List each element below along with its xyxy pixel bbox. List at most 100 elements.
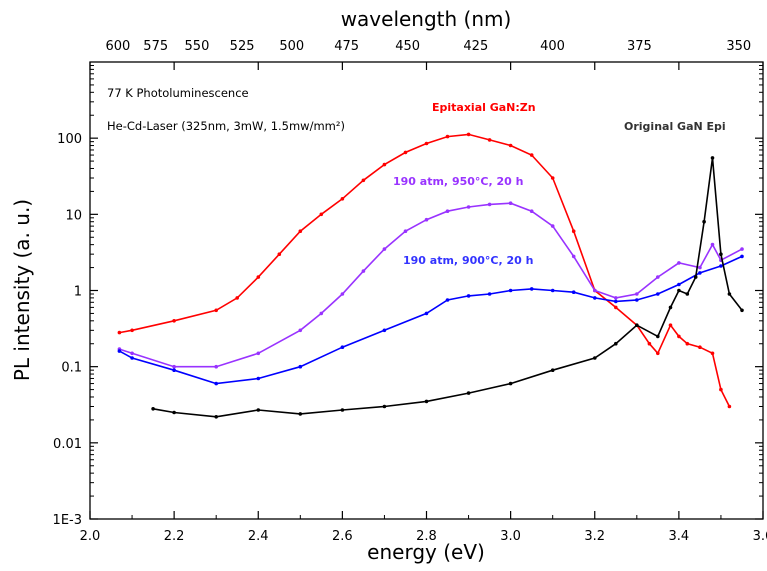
data-point: [466, 391, 471, 395]
data-point: [214, 308, 218, 313]
data-point: [719, 252, 723, 256]
data-point: [614, 299, 618, 304]
data-point: [298, 412, 303, 416]
data-point: [656, 292, 660, 296]
data-point: [719, 264, 723, 268]
data-point: [361, 269, 366, 273]
data-point: [130, 328, 134, 333]
data-point: [593, 356, 597, 360]
data-point: [677, 288, 681, 293]
series-label-original-gan-epi: Original GaN Epi: [624, 120, 726, 133]
x2-tick-label: 500: [279, 39, 304, 54]
data-point: [130, 356, 134, 360]
x2-axis-title: wavelength (nm): [341, 7, 512, 31]
data-point: [529, 209, 534, 213]
data-point: [740, 254, 744, 259]
data-point: [550, 368, 555, 373]
data-point: [677, 261, 681, 265]
data-point: [382, 404, 387, 409]
x2-tick-label: 350: [726, 39, 751, 54]
data-point: [571, 254, 576, 259]
data-point: [298, 364, 303, 369]
data-point: [382, 247, 387, 251]
x2-tick-label: 475: [334, 39, 359, 54]
x-tick-label: 2.6: [332, 529, 353, 544]
data-point: [214, 415, 218, 419]
data-point: [487, 202, 492, 207]
data-point: [550, 288, 555, 293]
data-point: [340, 408, 345, 412]
data-point: [635, 298, 639, 302]
data-point: [298, 328, 303, 333]
x2-tick-label: 575: [143, 39, 168, 54]
x-tick-label: 2.8: [416, 529, 437, 544]
x2-tick-label: 375: [627, 39, 652, 54]
annotation-laser: He-Cd-Laser (325nm, 3mW, 1.5mw/mm²): [107, 119, 345, 133]
data-point: [382, 162, 387, 167]
x-tick-label: 3.6: [753, 529, 767, 544]
data-point: [256, 351, 261, 356]
series-line: [119, 202, 743, 368]
x2-tick-label: 525: [230, 39, 255, 54]
y-tick-label: 10: [65, 208, 82, 223]
series-line: [152, 157, 743, 418]
data-point: [466, 294, 471, 298]
data-point: [130, 351, 134, 356]
data-point: [614, 305, 618, 310]
data-point: [550, 224, 555, 228]
data-point: [656, 351, 660, 356]
data-point: [487, 138, 492, 142]
data-point: [614, 341, 618, 346]
data-point: [172, 319, 176, 323]
y-tick-label: 100: [57, 132, 82, 147]
y-tick-label: 1E-3: [53, 513, 82, 528]
data-point: [487, 292, 492, 296]
data-point: [277, 252, 282, 256]
data-point: [685, 341, 690, 346]
data-point: [424, 141, 429, 146]
data-point: [508, 381, 513, 386]
data-point: [677, 334, 681, 339]
data-point: [214, 381, 218, 386]
data-point: [256, 376, 261, 381]
data-point: [571, 229, 576, 233]
data-point: [117, 349, 122, 353]
y-tick-label: 1: [74, 285, 82, 300]
data-point: [172, 410, 176, 415]
data-point: [151, 407, 155, 411]
data-point: [550, 176, 555, 180]
series-2: [117, 254, 744, 386]
x2-tick-label: 400: [540, 39, 565, 54]
series-label-900c: 190 atm, 900°C, 20 h: [403, 254, 533, 267]
data-point: [656, 334, 660, 339]
data-point: [740, 247, 744, 251]
data-point: [635, 292, 639, 296]
series-1: [117, 201, 744, 369]
series-label-epitaxial-gan-zn: Epitaxial GaN:Zn: [432, 101, 536, 114]
x-tick-label: 3.2: [584, 529, 605, 544]
data-point: [508, 143, 513, 148]
data-point: [403, 229, 408, 233]
data-point: [571, 290, 576, 295]
x2-tick-label: 550: [185, 39, 210, 54]
data-point: [340, 345, 345, 350]
series-3: [151, 156, 744, 419]
x2-tick-label: 425: [463, 39, 488, 54]
data-point: [635, 323, 639, 328]
data-point: [614, 296, 618, 300]
data-point: [719, 387, 723, 392]
x-axis-title: energy (eV): [367, 540, 485, 564]
data-point: [593, 288, 597, 293]
data-point: [710, 242, 715, 247]
data-point: [677, 282, 681, 287]
x-tick-label: 2.0: [80, 529, 101, 544]
data-point: [117, 330, 122, 335]
data-point: [319, 311, 324, 316]
y-axis-title: PL intensity (a. u.): [10, 199, 34, 381]
data-point: [256, 275, 261, 279]
data-point: [593, 296, 597, 300]
data-point: [361, 178, 366, 183]
data-point: [693, 275, 698, 279]
x-tick-label: 2.4: [248, 529, 269, 544]
data-point: [445, 209, 450, 213]
